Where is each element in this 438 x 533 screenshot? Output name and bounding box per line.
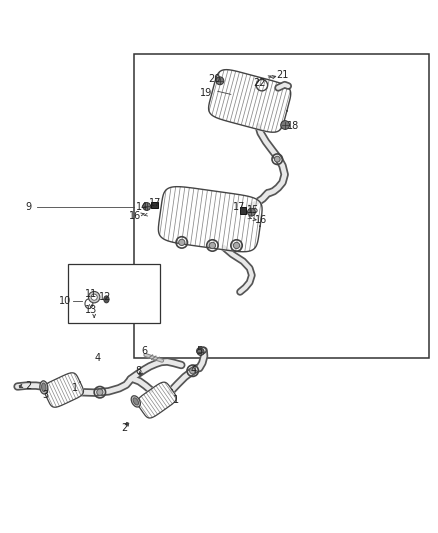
Text: 13: 13 bbox=[85, 305, 97, 316]
Text: 4: 4 bbox=[191, 365, 197, 375]
Text: 14: 14 bbox=[136, 203, 148, 212]
Circle shape bbox=[143, 203, 151, 211]
Text: 4: 4 bbox=[95, 353, 101, 364]
Circle shape bbox=[274, 156, 280, 162]
Circle shape bbox=[190, 368, 196, 374]
Circle shape bbox=[247, 208, 255, 216]
Text: 16: 16 bbox=[254, 215, 267, 224]
Text: 10: 10 bbox=[59, 296, 71, 305]
Text: 20: 20 bbox=[208, 75, 221, 84]
Text: 1: 1 bbox=[173, 394, 179, 405]
Circle shape bbox=[209, 243, 215, 248]
Text: 1: 1 bbox=[72, 383, 78, 393]
Ellipse shape bbox=[133, 398, 138, 405]
Ellipse shape bbox=[104, 296, 109, 303]
Text: 8: 8 bbox=[135, 366, 141, 376]
Text: 21: 21 bbox=[276, 70, 289, 79]
Text: 2: 2 bbox=[121, 423, 127, 433]
Text: 2: 2 bbox=[25, 381, 32, 391]
Circle shape bbox=[233, 243, 240, 248]
Text: 11: 11 bbox=[85, 289, 97, 298]
Bar bbox=[134, 54, 429, 359]
Ellipse shape bbox=[131, 395, 140, 407]
Bar bbox=[151, 202, 158, 208]
Text: 6: 6 bbox=[141, 346, 148, 357]
Text: 15: 15 bbox=[247, 205, 259, 215]
Text: 17: 17 bbox=[233, 203, 245, 212]
Circle shape bbox=[88, 292, 100, 303]
Text: 16: 16 bbox=[129, 211, 141, 221]
Text: 3: 3 bbox=[42, 390, 48, 400]
Ellipse shape bbox=[42, 383, 46, 392]
Text: 5: 5 bbox=[196, 346, 202, 356]
Polygon shape bbox=[43, 373, 84, 407]
Polygon shape bbox=[137, 382, 177, 418]
Text: 12: 12 bbox=[99, 292, 111, 302]
Ellipse shape bbox=[85, 299, 93, 309]
Ellipse shape bbox=[40, 381, 48, 394]
Circle shape bbox=[91, 294, 97, 300]
Circle shape bbox=[216, 77, 224, 85]
Text: 19: 19 bbox=[200, 88, 212, 99]
Circle shape bbox=[97, 389, 103, 395]
Text: 9: 9 bbox=[25, 203, 32, 212]
Circle shape bbox=[281, 120, 290, 130]
Polygon shape bbox=[208, 70, 291, 132]
Bar bbox=[68, 264, 160, 324]
Text: 18: 18 bbox=[286, 122, 299, 131]
Text: 17: 17 bbox=[149, 198, 162, 208]
Circle shape bbox=[179, 239, 185, 246]
Circle shape bbox=[197, 349, 204, 356]
Text: 22: 22 bbox=[253, 78, 265, 88]
Bar bbox=[240, 207, 246, 214]
Polygon shape bbox=[159, 187, 262, 252]
